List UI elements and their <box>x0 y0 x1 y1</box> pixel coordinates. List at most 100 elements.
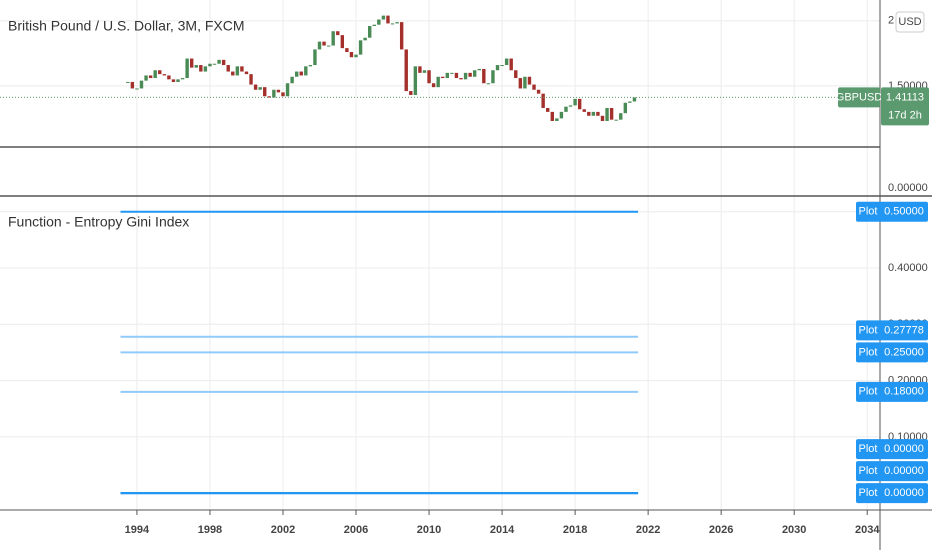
y-tick-label: 2 <box>888 15 894 27</box>
candle <box>541 93 545 108</box>
candle <box>167 75 171 80</box>
candle <box>326 45 331 47</box>
candle <box>550 111 554 121</box>
x-tick-label: 2014 <box>490 524 515 536</box>
candle <box>564 106 568 112</box>
candle <box>536 89 541 94</box>
candle <box>445 72 450 79</box>
candle <box>500 65 504 67</box>
candle <box>619 113 623 120</box>
candle <box>235 66 240 76</box>
candle <box>532 84 536 90</box>
price-tag <box>881 87 929 126</box>
candle <box>299 71 303 76</box>
currency-label[interactable]: USD <box>898 16 921 28</box>
candle <box>568 105 573 107</box>
candle <box>194 65 198 68</box>
candle <box>523 76 527 89</box>
candle <box>322 41 326 46</box>
candle <box>304 66 308 76</box>
x-tick-label: 1994 <box>125 524 150 536</box>
candle <box>450 72 454 74</box>
plot-name: Plot <box>859 324 878 336</box>
candle <box>395 22 399 24</box>
candle <box>336 31 340 36</box>
candle <box>527 76 532 85</box>
plot-value: 0.50000 <box>884 206 924 218</box>
candle <box>591 111 596 116</box>
candle <box>190 58 194 68</box>
plot-tag <box>856 483 928 504</box>
candle <box>180 78 185 80</box>
candle <box>368 26 372 38</box>
candle <box>372 24 376 27</box>
y-tick-label: 0.00000 <box>888 182 928 194</box>
candle <box>240 66 244 72</box>
candle <box>386 15 390 24</box>
candle <box>399 22 404 50</box>
candle <box>555 118 559 121</box>
plot-value: 0.18000 <box>884 386 924 398</box>
candle <box>596 111 600 116</box>
candle <box>404 49 408 92</box>
candle <box>477 68 481 71</box>
plot-value: 0.25000 <box>884 346 924 358</box>
candle <box>249 74 253 85</box>
candle <box>276 89 281 93</box>
candle <box>317 41 322 50</box>
candle <box>345 48 349 53</box>
candle <box>135 88 139 90</box>
candle <box>463 72 468 80</box>
candle <box>559 111 564 119</box>
price-label: 1.41113 <box>886 91 924 103</box>
x-tick-label: 2018 <box>563 524 587 536</box>
candle <box>358 40 363 55</box>
symbol-label: GBPUSD <box>836 91 883 103</box>
candle <box>158 70 162 75</box>
candle <box>422 70 427 73</box>
candle <box>153 70 157 79</box>
candle <box>208 63 212 67</box>
candle <box>468 72 472 77</box>
candle <box>573 98 577 106</box>
candle <box>176 79 180 82</box>
plot-tag <box>856 320 928 341</box>
plot-tag <box>856 201 928 222</box>
candle <box>148 75 153 79</box>
candle <box>313 49 317 66</box>
candle <box>390 23 395 25</box>
candle <box>614 119 618 121</box>
candle <box>267 96 271 98</box>
candle <box>171 79 176 82</box>
candle <box>587 111 591 116</box>
currency-button[interactable] <box>895 11 925 33</box>
candle <box>340 35 345 49</box>
candle <box>409 91 413 95</box>
x-tick-label: 2006 <box>344 524 368 536</box>
candle <box>139 80 144 89</box>
candle <box>514 70 518 79</box>
plot-name: Plot <box>859 487 878 499</box>
indicator-title: Function - Entropy Gini Index <box>8 214 189 230</box>
candle <box>258 87 262 90</box>
plot-name: Plot <box>859 346 878 358</box>
x-tick-label: 2034 <box>855 524 880 536</box>
candle <box>130 81 135 89</box>
plot-tag <box>856 439 928 460</box>
candle <box>623 102 628 114</box>
candle <box>199 65 203 72</box>
plot-name: Plot <box>859 465 878 477</box>
plot-value: 0.00000 <box>884 487 924 499</box>
candle <box>577 98 582 110</box>
candle <box>482 68 486 84</box>
x-tick-label: 2030 <box>782 524 806 536</box>
plot-tag <box>856 461 928 482</box>
candle <box>504 58 509 66</box>
candle <box>144 75 148 81</box>
marks <box>0 15 880 495</box>
plot-name: Plot <box>859 386 878 398</box>
x-tick-label: 2010 <box>417 524 441 536</box>
candle <box>546 107 550 112</box>
candle <box>509 58 513 71</box>
